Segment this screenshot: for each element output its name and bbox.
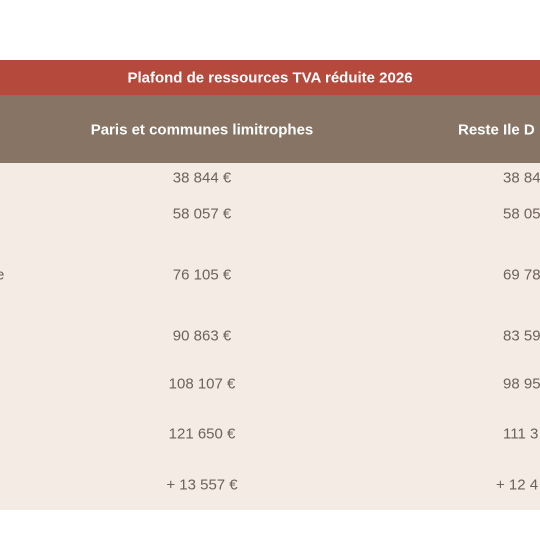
cell: 98 95 (503, 375, 540, 393)
cell: 58 057 € (172, 205, 232, 223)
cell: 111 3 (503, 425, 539, 443)
cell: 38 844 € (172, 169, 232, 187)
header-band (0, 95, 540, 163)
table-body (0, 163, 540, 510)
table-title: Plafond de ressources TVA réduite 2026 (127, 69, 413, 87)
cell: 83 59 (503, 327, 540, 345)
cell: 108 107 € (168, 375, 236, 393)
cell: 38 84 (503, 169, 540, 187)
column-header: Paris et communes limitrophes (90, 121, 314, 139)
cell: + 13 557 € (166, 476, 238, 494)
cell: 121 650 € (168, 425, 236, 443)
row-label: e (0, 266, 5, 284)
cell: + 12 4 (496, 476, 539, 494)
title-band (0, 60, 540, 95)
cell: 69 78 (503, 266, 540, 284)
column-header: Reste Ile D (458, 121, 535, 139)
cell: 58 05 (503, 205, 540, 223)
cell: 76 105 € (172, 266, 232, 284)
cell: 90 863 € (172, 327, 232, 345)
